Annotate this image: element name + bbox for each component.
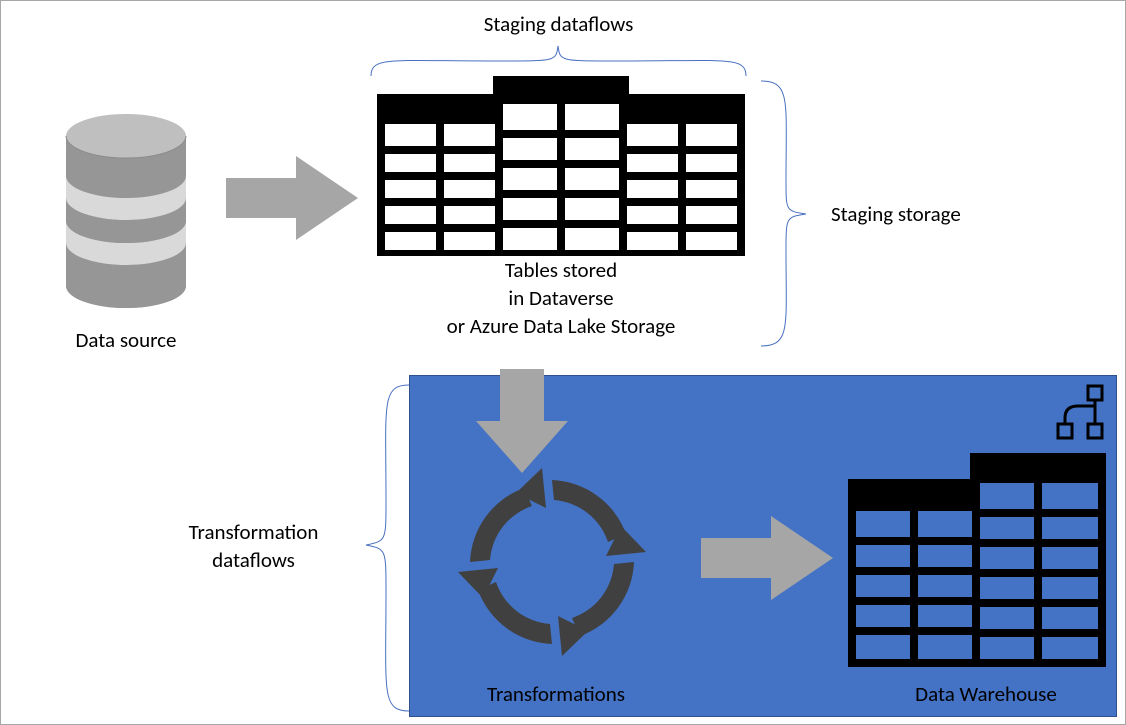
label-transformation-dataflows-1: Transformation bbox=[151, 519, 356, 545]
branch-icon bbox=[1056, 384, 1106, 442]
brace-left bbox=[1, 1, 1126, 725]
label-transformation-dataflows-2: dataflows bbox=[151, 547, 356, 573]
diagram-canvas: Staging dataflows Data source bbox=[0, 0, 1126, 725]
